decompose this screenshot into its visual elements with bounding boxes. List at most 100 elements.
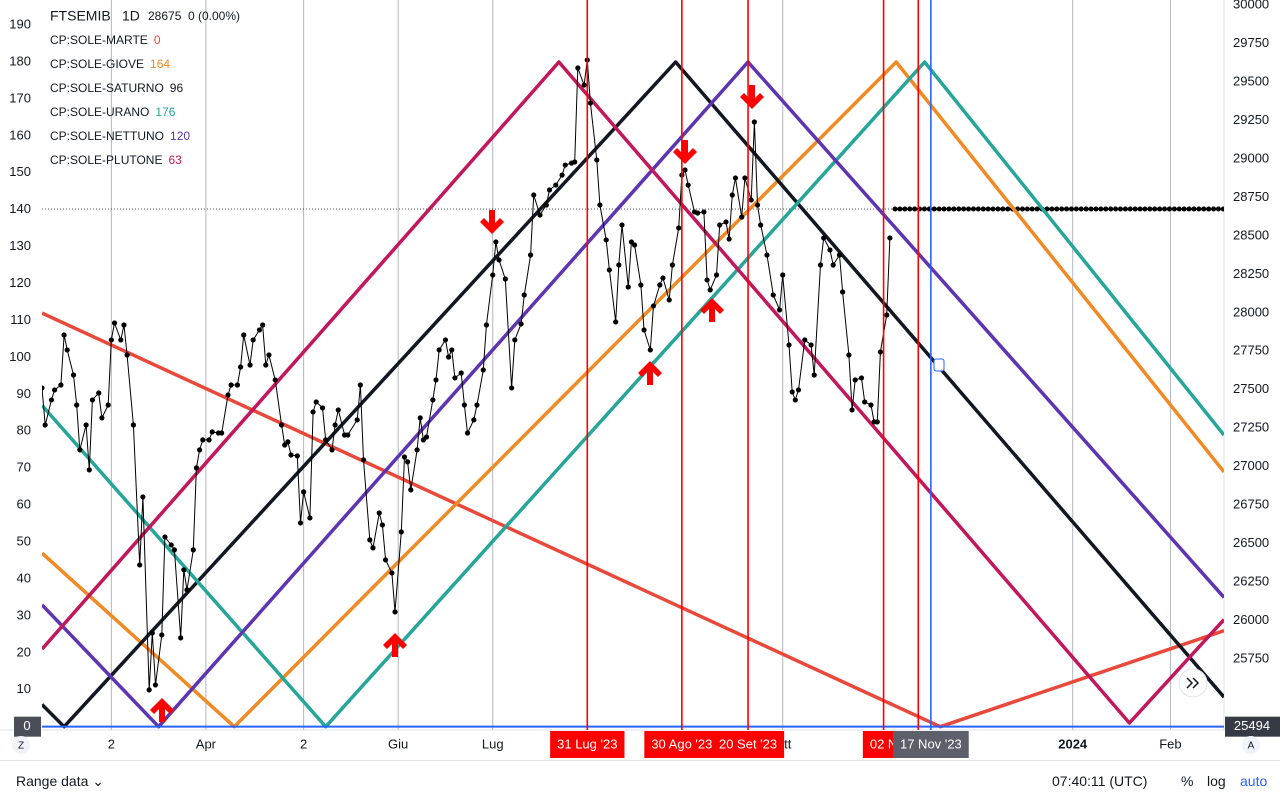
price-line [42, 59, 891, 691]
price-point [830, 262, 836, 268]
price-point [836, 252, 843, 258]
price-point [638, 282, 644, 288]
clock: 07:40:11 (UTC) [1052, 773, 1148, 789]
y2-tick-label: 27750 [1233, 343, 1269, 358]
price-point [389, 570, 395, 576]
price-point [616, 262, 622, 268]
price-point [704, 277, 710, 283]
price-point [603, 237, 609, 243]
price-point [559, 172, 565, 178]
price-point [543, 202, 549, 208]
price-point [64, 347, 70, 353]
legend: FTSEMIB 1D 28675 0 (0.00%) CP:SOLE-MARTE… [50, 8, 240, 167]
y-tick-label: 120 [9, 275, 31, 290]
legend-name: CP:SOLE-NETTUNO [50, 129, 164, 143]
range-button[interactable]: Range data ⌄ [16, 773, 105, 789]
price-point [464, 430, 471, 436]
price-point [546, 187, 553, 193]
price-point [811, 372, 817, 378]
price-point [606, 267, 612, 273]
baseline-label-box [14, 716, 41, 737]
price-point [531, 192, 537, 198]
price-point [323, 437, 329, 443]
price-point [770, 292, 776, 298]
price-point [748, 197, 754, 203]
auto-button[interactable]: auto [1240, 773, 1268, 789]
y2-tick-label: 27000 [1233, 458, 1269, 473]
price-point [707, 287, 713, 293]
price-point [250, 337, 256, 343]
price-point [619, 222, 625, 228]
price-point [581, 82, 587, 88]
price-point [650, 303, 657, 309]
log-button[interactable]: log [1207, 773, 1226, 789]
price-point [86, 467, 92, 473]
price-point [74, 402, 80, 408]
price-point [430, 397, 436, 403]
marker-label: 02 N [870, 736, 897, 751]
price-point [496, 257, 502, 263]
axis-button-left[interactable]: Z [12, 736, 30, 754]
price-point [572, 159, 578, 165]
axis-button-right[interactable]: A [1242, 736, 1260, 754]
symbol: FTSEMIB [50, 8, 111, 24]
price-point [367, 537, 373, 543]
price-point [594, 157, 600, 163]
legend-name: CP:SOLE-PLUTONE [50, 153, 162, 167]
price-point [480, 367, 486, 373]
price-point [171, 547, 177, 553]
x-tick-label: 2024 [1058, 736, 1088, 751]
x-tick-label: 2 [300, 736, 307, 751]
legend-value: 120 [170, 129, 190, 143]
cycle-line [42, 60, 1224, 729]
change: 0 (0.00%) [188, 9, 240, 23]
price-point [458, 370, 464, 376]
anchor-handle[interactable] [933, 358, 945, 372]
price-point [234, 382, 241, 388]
y-tick-label: 150 [9, 164, 31, 179]
price-point [329, 447, 335, 453]
price-point [789, 389, 795, 395]
y-tick-label: 190 [9, 17, 31, 32]
price-point [405, 459, 411, 465]
percent-button[interactable]: % [1181, 773, 1194, 789]
price-point [446, 354, 452, 360]
price-point [849, 407, 855, 413]
price-point [193, 465, 200, 471]
price-point [717, 222, 723, 228]
legend-name: CP:SOLE-SATURNO [50, 81, 164, 95]
price-point [808, 342, 814, 348]
price-point [96, 390, 102, 396]
x-tick-label: Lug [482, 736, 504, 751]
y2-tick-label: 26750 [1233, 497, 1269, 512]
axis-button-label: A [1248, 741, 1255, 752]
y-tick-label: 30 [17, 607, 31, 622]
chart: 2Apr2GiuLugOtt2024Feb0102030405060708090… [0, 0, 1280, 760]
price-point [729, 192, 735, 198]
legend-value: 63 [168, 153, 182, 167]
price-point [272, 377, 278, 383]
price-point [695, 210, 701, 216]
price-point [742, 175, 748, 181]
price-point [764, 252, 770, 258]
price-point [83, 422, 89, 428]
price-point [723, 219, 729, 225]
price-point [178, 635, 184, 641]
price-point [111, 320, 118, 326]
price-point [105, 402, 111, 408]
price-point [537, 212, 543, 218]
legend-value: 0 [154, 33, 161, 47]
price-point [754, 202, 761, 208]
price-point [739, 214, 745, 220]
scroll-button[interactable] [1178, 668, 1208, 698]
price-point [483, 322, 490, 328]
price-point [382, 557, 389, 563]
y2-tick-label: 29750 [1233, 35, 1269, 50]
price-point [181, 567, 187, 573]
x-tick-label: Giu [388, 736, 408, 751]
price-point [732, 175, 739, 181]
y-tick-label: 180 [9, 53, 31, 68]
price-point [461, 402, 467, 408]
price-point [887, 235, 893, 241]
price-point [263, 362, 269, 368]
